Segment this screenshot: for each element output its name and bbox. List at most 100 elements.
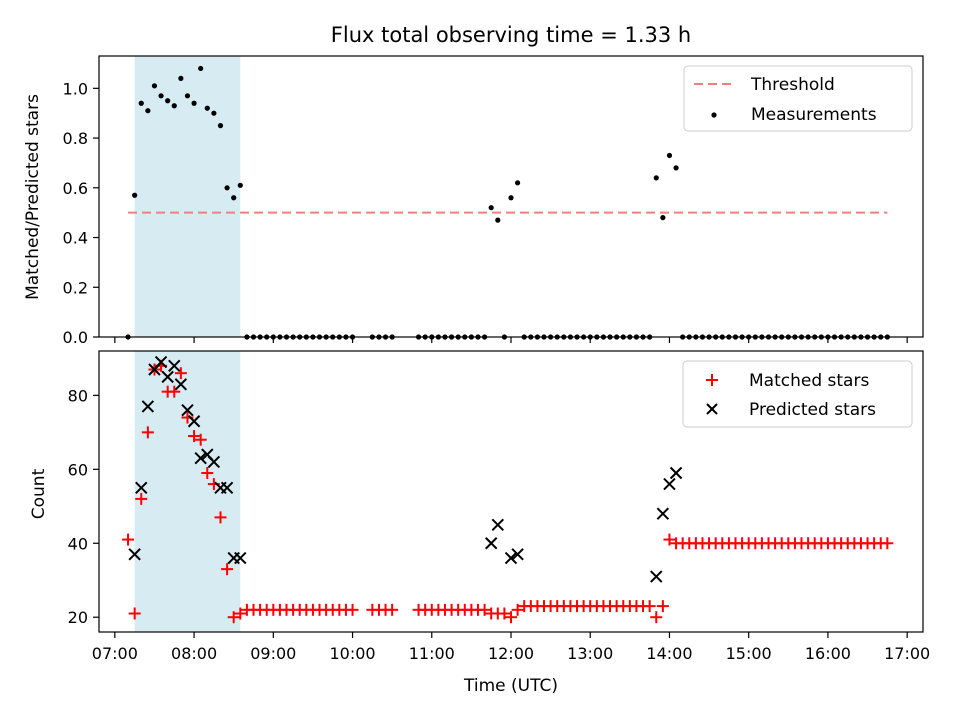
matched-stars-point <box>511 603 524 616</box>
top-y-tick-label: 0.6 <box>63 179 88 198</box>
measurements-point <box>184 93 191 99</box>
top-y-tick-label: 1.0 <box>63 79 88 98</box>
measurements-legend-label: Measurements <box>751 105 877 125</box>
matched-stars-point <box>386 603 399 616</box>
predicted-stars-point <box>234 551 247 565</box>
predicted-stars-point <box>141 400 155 413</box>
x-tick-label: 16:00 <box>805 644 851 663</box>
predicted-stars-point <box>128 548 141 561</box>
matched-stars-point <box>201 467 214 480</box>
matched-stars-point <box>122 533 135 546</box>
matched-legend-swatch <box>706 374 718 386</box>
bottom-plot-marks <box>122 355 894 624</box>
predicted-stars-point <box>511 548 524 561</box>
measurements-point <box>217 123 224 129</box>
predicted-legend-swatch <box>706 403 718 415</box>
matched-stars-point <box>141 426 154 439</box>
top-y-ticks: 0.0 0.2 0.4 0.6 0.8 1.0 <box>63 79 99 347</box>
matched-stars-point <box>168 385 181 398</box>
matched-stars-point <box>227 611 240 624</box>
measurements-point <box>171 103 177 109</box>
bottom-y-tick-label: 60 <box>68 460 88 479</box>
chart-title: Flux total observing time = 1.33 h <box>331 23 691 47</box>
matched-stars-point <box>135 492 148 505</box>
matched-stars-point <box>128 607 141 620</box>
predicted-stars-point <box>161 370 174 384</box>
matched-stars-point <box>643 600 656 613</box>
top-panel: 0.0 0.2 0.4 0.6 0.8 1.0 Matched/Predicted sta… <box>23 55 924 347</box>
matched-stars-point <box>498 607 511 620</box>
top-y-tick-label: 0.2 <box>63 278 88 297</box>
predicted-stars-point <box>168 359 181 372</box>
top-legend: Threshold Measurements <box>683 65 913 132</box>
matched-stars-point <box>478 603 491 616</box>
x-tick-label: 13:00 <box>567 644 613 663</box>
predicted-stars-point <box>504 551 518 565</box>
top-y-tick-label: 0.8 <box>63 129 88 148</box>
matched-stars-point <box>194 433 207 446</box>
predicted-legend-label: Predicted stars <box>749 400 876 420</box>
x-tick-label: 15:00 <box>726 644 772 663</box>
predicted-stars-point <box>491 518 505 531</box>
top-y-tick-label: 0.4 <box>63 229 88 248</box>
bottom-y-tick-label: 80 <box>68 386 88 405</box>
matched-stars-point <box>234 607 247 620</box>
top-highlight-span <box>134 56 241 337</box>
matched-legend-label: Matched stars <box>749 371 869 391</box>
predicted-stars-point <box>207 455 221 469</box>
measurements-point <box>138 100 144 106</box>
matched-stars-point <box>663 533 676 546</box>
x-tick-label: 08:00 <box>171 644 217 663</box>
top-legend-box <box>683 65 913 132</box>
bottom-legend-box <box>682 360 913 428</box>
measurements-point <box>673 165 679 171</box>
bottom-y-ticks: 20 40 60 80 <box>68 386 99 627</box>
x-axis-label: Time (UTC) <box>463 676 558 696</box>
measurements-point <box>165 98 171 104</box>
measurements-point <box>224 185 230 191</box>
measurements-point <box>666 152 673 159</box>
measurements-legend-swatch <box>711 112 717 118</box>
measurements-point <box>151 83 158 89</box>
measurements-point <box>237 182 243 188</box>
bottom-y-label: Count <box>29 468 49 519</box>
x-tick-label: 11:00 <box>409 644 455 663</box>
measurements-point <box>158 93 164 99</box>
measurements-point <box>508 195 514 201</box>
measurements-point <box>515 180 521 186</box>
x-tick-label: 10:00 <box>329 644 375 663</box>
measurements-point <box>198 65 204 72</box>
predicted-stars-point <box>656 507 670 520</box>
predicted-stars-point <box>135 481 148 495</box>
x-tick-label: 12:00 <box>488 644 534 663</box>
measurements-point <box>145 108 151 114</box>
bottom-x-ticks: 07:00 08:00 09:00 10:00 11:00 12:00 13:00 14:00… <box>92 632 930 663</box>
bottom-y-tick-label: 40 <box>68 534 88 553</box>
matched-stars-point <box>214 511 227 524</box>
matched-stars-point <box>881 537 894 550</box>
threshold-legend-label: Threshold <box>750 75 835 95</box>
predicted-stars-point <box>194 452 207 465</box>
predicted-stars-point <box>174 378 188 391</box>
bottom-panel: 20 40 60 80 07:00 08:00 09:00 10:00 11:00 12:00 1… <box>29 350 930 696</box>
bottom-y-tick-label: 20 <box>68 608 88 627</box>
x-tick-label: 14:00 <box>646 644 692 663</box>
predicted-stars-point <box>663 477 676 491</box>
predicted-stars-point <box>650 570 663 583</box>
x-tick-label: 07:00 <box>92 644 138 663</box>
x-tick-label: 09:00 <box>250 644 296 663</box>
measurements-point <box>191 100 197 106</box>
measurements-point <box>495 217 501 223</box>
measurements-point <box>231 195 237 201</box>
predicted-stars-point <box>669 466 683 480</box>
top-y-tick-label: 0.0 <box>63 328 88 347</box>
matched-stars-point <box>221 563 234 576</box>
predicted-stars-point <box>220 481 234 495</box>
predicted-stars-point <box>187 415 201 428</box>
measurements-point <box>178 75 184 81</box>
matched-stars-point <box>650 611 663 624</box>
bottom-legend: Matched stars Predicted stars <box>682 360 913 428</box>
matched-stars-point <box>505 611 517 624</box>
predicted-stars-point <box>484 537 498 550</box>
